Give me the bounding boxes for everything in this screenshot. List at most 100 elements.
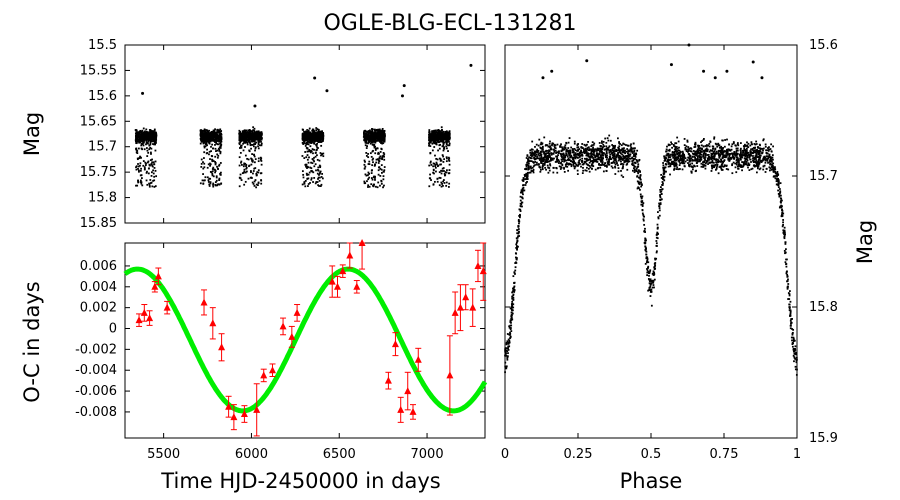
lightcurve-point xyxy=(248,136,251,139)
phased-point xyxy=(548,169,551,172)
lightcurve-point xyxy=(383,166,386,168)
lightcurve-point xyxy=(448,142,451,145)
lightcurve-point xyxy=(440,169,442,172)
phased-point xyxy=(794,345,797,348)
phased-point xyxy=(548,160,551,163)
lightcurve-point xyxy=(444,171,447,174)
phased-point xyxy=(566,165,569,168)
lightcurve-point xyxy=(310,137,312,140)
phased-point xyxy=(591,153,594,155)
phased-point xyxy=(785,265,788,268)
phased-point xyxy=(649,285,652,288)
lightcurve-point xyxy=(210,145,212,148)
lightcurve-point xyxy=(302,138,305,141)
lightcurve-point xyxy=(202,182,205,185)
lightcurve-point xyxy=(447,136,450,139)
lightcurve-point xyxy=(447,156,450,159)
phased-point xyxy=(715,167,718,170)
lightcurve-point xyxy=(378,156,381,159)
lightcurve-point xyxy=(430,179,432,181)
phased-point xyxy=(764,161,767,164)
lightcurve-point xyxy=(439,163,442,166)
lightcurve-point xyxy=(153,167,156,169)
phased-point xyxy=(642,202,645,204)
lightcurve-point xyxy=(307,139,309,141)
lightcurve-point xyxy=(200,136,203,138)
lightcurve-point xyxy=(148,167,150,170)
lightcurve-point xyxy=(365,174,368,177)
phased-point xyxy=(524,175,526,178)
phased-point xyxy=(639,195,642,198)
lightcurve-point xyxy=(438,130,440,132)
phased-point xyxy=(554,149,557,152)
phased-point xyxy=(576,150,579,152)
phased-point xyxy=(794,358,797,360)
lightcurve-point xyxy=(434,141,437,144)
lightcurve-point xyxy=(256,174,258,176)
lightcurve-point xyxy=(215,175,218,178)
phased-point xyxy=(671,146,673,149)
lightcurve-point xyxy=(377,173,380,176)
lightcurve-point xyxy=(201,179,204,182)
phased-point xyxy=(550,157,552,159)
phased-point xyxy=(522,177,525,180)
phased-point xyxy=(529,157,532,160)
lightcurve-point xyxy=(140,137,143,139)
phased-point xyxy=(575,156,578,158)
phased-point xyxy=(528,156,530,159)
lightcurve-point xyxy=(442,167,445,169)
lightcurve-point xyxy=(303,132,306,135)
lightcurve-point xyxy=(203,146,206,149)
lightcurve-point xyxy=(429,136,432,139)
phased-point xyxy=(724,154,726,157)
lightcurve-point xyxy=(245,170,248,173)
phased-point xyxy=(542,160,545,163)
phased-point xyxy=(700,144,703,147)
lightcurve-point xyxy=(140,132,143,135)
oc-point xyxy=(146,314,154,322)
lightcurve-point xyxy=(443,170,445,172)
phased-point xyxy=(679,162,682,165)
lightcurve-point xyxy=(306,132,309,135)
lightcurve-point xyxy=(203,141,205,143)
lightcurve-point xyxy=(246,134,249,136)
phased-point xyxy=(755,143,758,145)
lightcurve-point xyxy=(430,163,433,166)
lightcurve-point xyxy=(212,147,214,150)
lightcurve-point xyxy=(434,164,437,166)
phased-point xyxy=(647,261,650,264)
lightcurve-point xyxy=(448,137,451,140)
lightcurve-point xyxy=(245,165,247,167)
lightcurve-point xyxy=(254,167,257,169)
phased-point xyxy=(529,149,532,152)
lightcurve-point xyxy=(214,128,216,131)
phased-point xyxy=(632,142,635,145)
lightcurve-point xyxy=(212,166,215,169)
phased-point xyxy=(535,161,538,164)
lightcurve-point xyxy=(244,136,247,139)
lightcurve-point xyxy=(255,133,258,136)
lightcurve-point xyxy=(319,152,322,154)
lightcurve-point xyxy=(445,181,448,184)
lightcurve-point xyxy=(305,163,307,166)
phased-point xyxy=(720,167,723,170)
phased-point xyxy=(515,258,518,261)
phased-point xyxy=(612,146,615,148)
phased-point xyxy=(772,145,775,148)
lightcurve-point xyxy=(382,154,385,157)
phased-point xyxy=(617,151,619,154)
phased-point xyxy=(516,232,519,235)
phased-point xyxy=(738,165,741,167)
phased-point xyxy=(720,149,722,152)
phased-point xyxy=(681,154,684,157)
lightcurve-point xyxy=(380,130,383,132)
lightcurve-point xyxy=(214,170,217,172)
phased-point xyxy=(567,147,570,149)
phased-point xyxy=(745,163,748,166)
phased-point xyxy=(668,149,671,152)
phased-point xyxy=(637,169,640,172)
lightcurve-point xyxy=(149,138,152,140)
phased-point xyxy=(716,165,719,167)
lightcurve-point xyxy=(436,163,438,166)
phased-point xyxy=(687,146,690,148)
